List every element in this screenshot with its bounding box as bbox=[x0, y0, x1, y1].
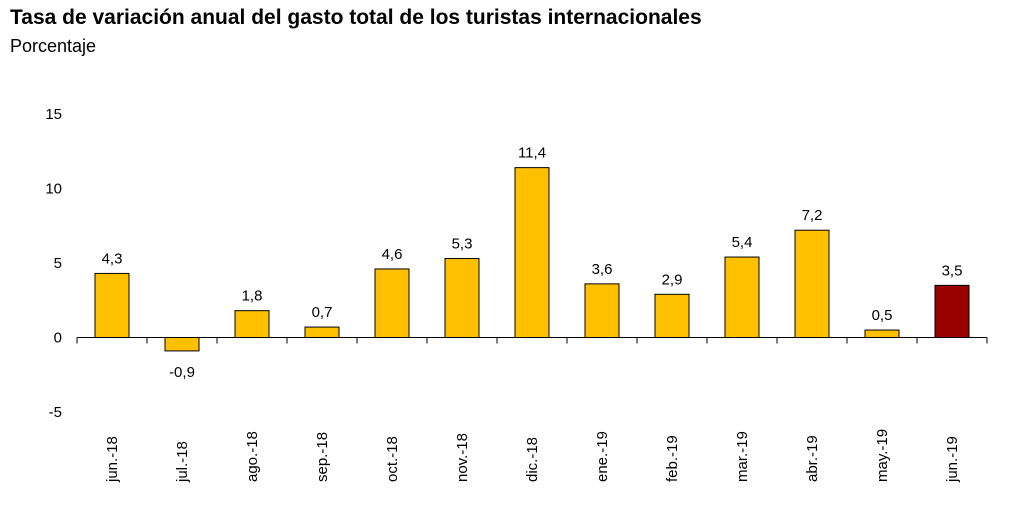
data-label: 2,9 bbox=[662, 271, 683, 288]
data-label: 4,3 bbox=[102, 250, 123, 267]
x-category-label: oct.-18 bbox=[384, 436, 401, 482]
y-tick-label: 0 bbox=[54, 330, 62, 347]
x-category-label: may.-19 bbox=[874, 429, 891, 482]
data-label: -0,9 bbox=[169, 364, 195, 381]
x-category-label: nov.-18 bbox=[454, 433, 471, 482]
data-label: 7,2 bbox=[802, 207, 823, 224]
bar bbox=[794, 229, 830, 338]
x-category-label: sep.-18 bbox=[314, 432, 331, 482]
chart-subtitle: Porcentaje bbox=[10, 36, 97, 56]
bar bbox=[864, 329, 900, 338]
x-category-label: jun.-19 bbox=[944, 436, 961, 483]
bar bbox=[934, 284, 970, 339]
data-label: 0,7 bbox=[312, 304, 333, 321]
data-label: 4,6 bbox=[382, 246, 403, 263]
bar bbox=[724, 256, 760, 339]
data-label: 3,5 bbox=[942, 262, 963, 279]
data-label: 0,5 bbox=[872, 307, 893, 324]
bar bbox=[444, 258, 480, 338]
data-label: 1,8 bbox=[242, 288, 263, 305]
bar bbox=[164, 337, 200, 352]
bar bbox=[514, 167, 550, 338]
x-category-label: dic.-18 bbox=[524, 437, 541, 482]
data-label: 5,4 bbox=[732, 234, 753, 251]
chart-title: Tasa de variación anual del gasto total … bbox=[10, 6, 702, 29]
x-category-label: jun.-18 bbox=[104, 436, 121, 483]
x-category-label: jul.-18 bbox=[174, 441, 191, 483]
data-label: 3,6 bbox=[592, 261, 613, 278]
bar bbox=[584, 283, 620, 338]
y-tick-label: 10 bbox=[45, 181, 62, 198]
y-tick-label: 5 bbox=[54, 255, 62, 272]
y-tick-label: 15 bbox=[45, 106, 62, 123]
bar bbox=[234, 310, 270, 338]
bar bbox=[304, 326, 340, 339]
x-category-label: feb.-19 bbox=[664, 435, 681, 482]
bar bbox=[94, 272, 130, 338]
data-label: 11,4 bbox=[518, 145, 546, 162]
bar bbox=[374, 268, 410, 338]
bar bbox=[654, 293, 690, 339]
x-category-label: ene.-19 bbox=[594, 431, 611, 482]
y-tick-label: -5 bbox=[49, 404, 62, 421]
x-category-label: mar.-19 bbox=[734, 431, 751, 482]
data-label: 5,3 bbox=[452, 236, 473, 253]
x-category-label: abr.-19 bbox=[804, 435, 821, 482]
x-category-label: ago.-18 bbox=[244, 431, 261, 482]
